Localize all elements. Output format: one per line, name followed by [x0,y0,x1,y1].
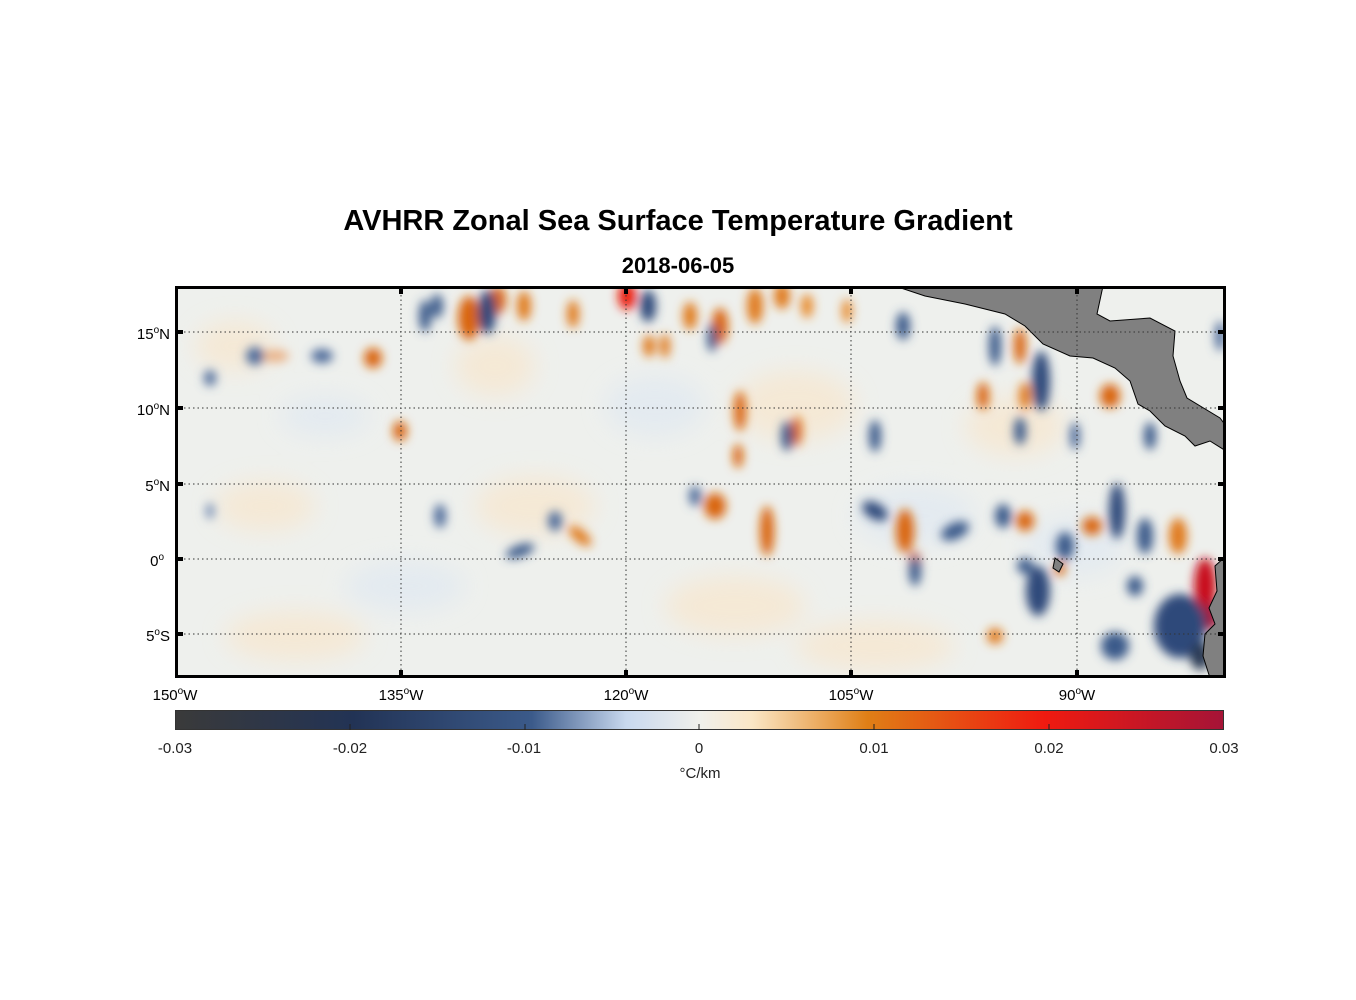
background-texture [195,321,1125,671]
lat-label-0: 0o [150,552,164,570]
lon-label-105w: 105oW [828,686,874,704]
lat-label-15n: 15oN [136,325,170,343]
colorbar-tick-label: 0 [694,740,704,757]
gradient-features [204,286,1225,670]
lon-label-135w: 135oW [378,686,424,704]
map-date-subtitle: 2018-06-05 [621,253,735,278]
colorbar [175,710,1224,730]
lon-label-120w: 120oW [603,686,649,704]
colorbar-tick-label: 0.01 [859,740,889,757]
lat-label-5s: 5oS [146,627,170,645]
colorbar-ticks [349,724,1050,730]
colorbar-unit-label: °C/km [679,765,721,782]
colorbar-tick-label: 0.02 [1034,740,1064,757]
galapagos-islands [1052,557,1064,573]
colorbar-tick-label: -0.03 [157,740,193,757]
lat-label-5n: 5oN [145,477,170,495]
south-america-land [1202,555,1226,678]
colorbar-tick-label: -0.02 [332,740,368,757]
lat-label-10n: 10oN [136,401,170,419]
central-america-land [894,286,1226,452]
lon-label-150w: 150oW [152,686,198,704]
map-frame [175,286,1226,678]
sst-gradient-map [175,286,1226,678]
colorbar-tick-label: 0.03 [1209,740,1239,757]
colorbar-tick-label: -0.01 [506,740,542,757]
map-title: AVHRR Zonal Sea Surface Temperature Grad… [343,205,1013,237]
lon-label-90w: 90oW [1058,686,1096,704]
